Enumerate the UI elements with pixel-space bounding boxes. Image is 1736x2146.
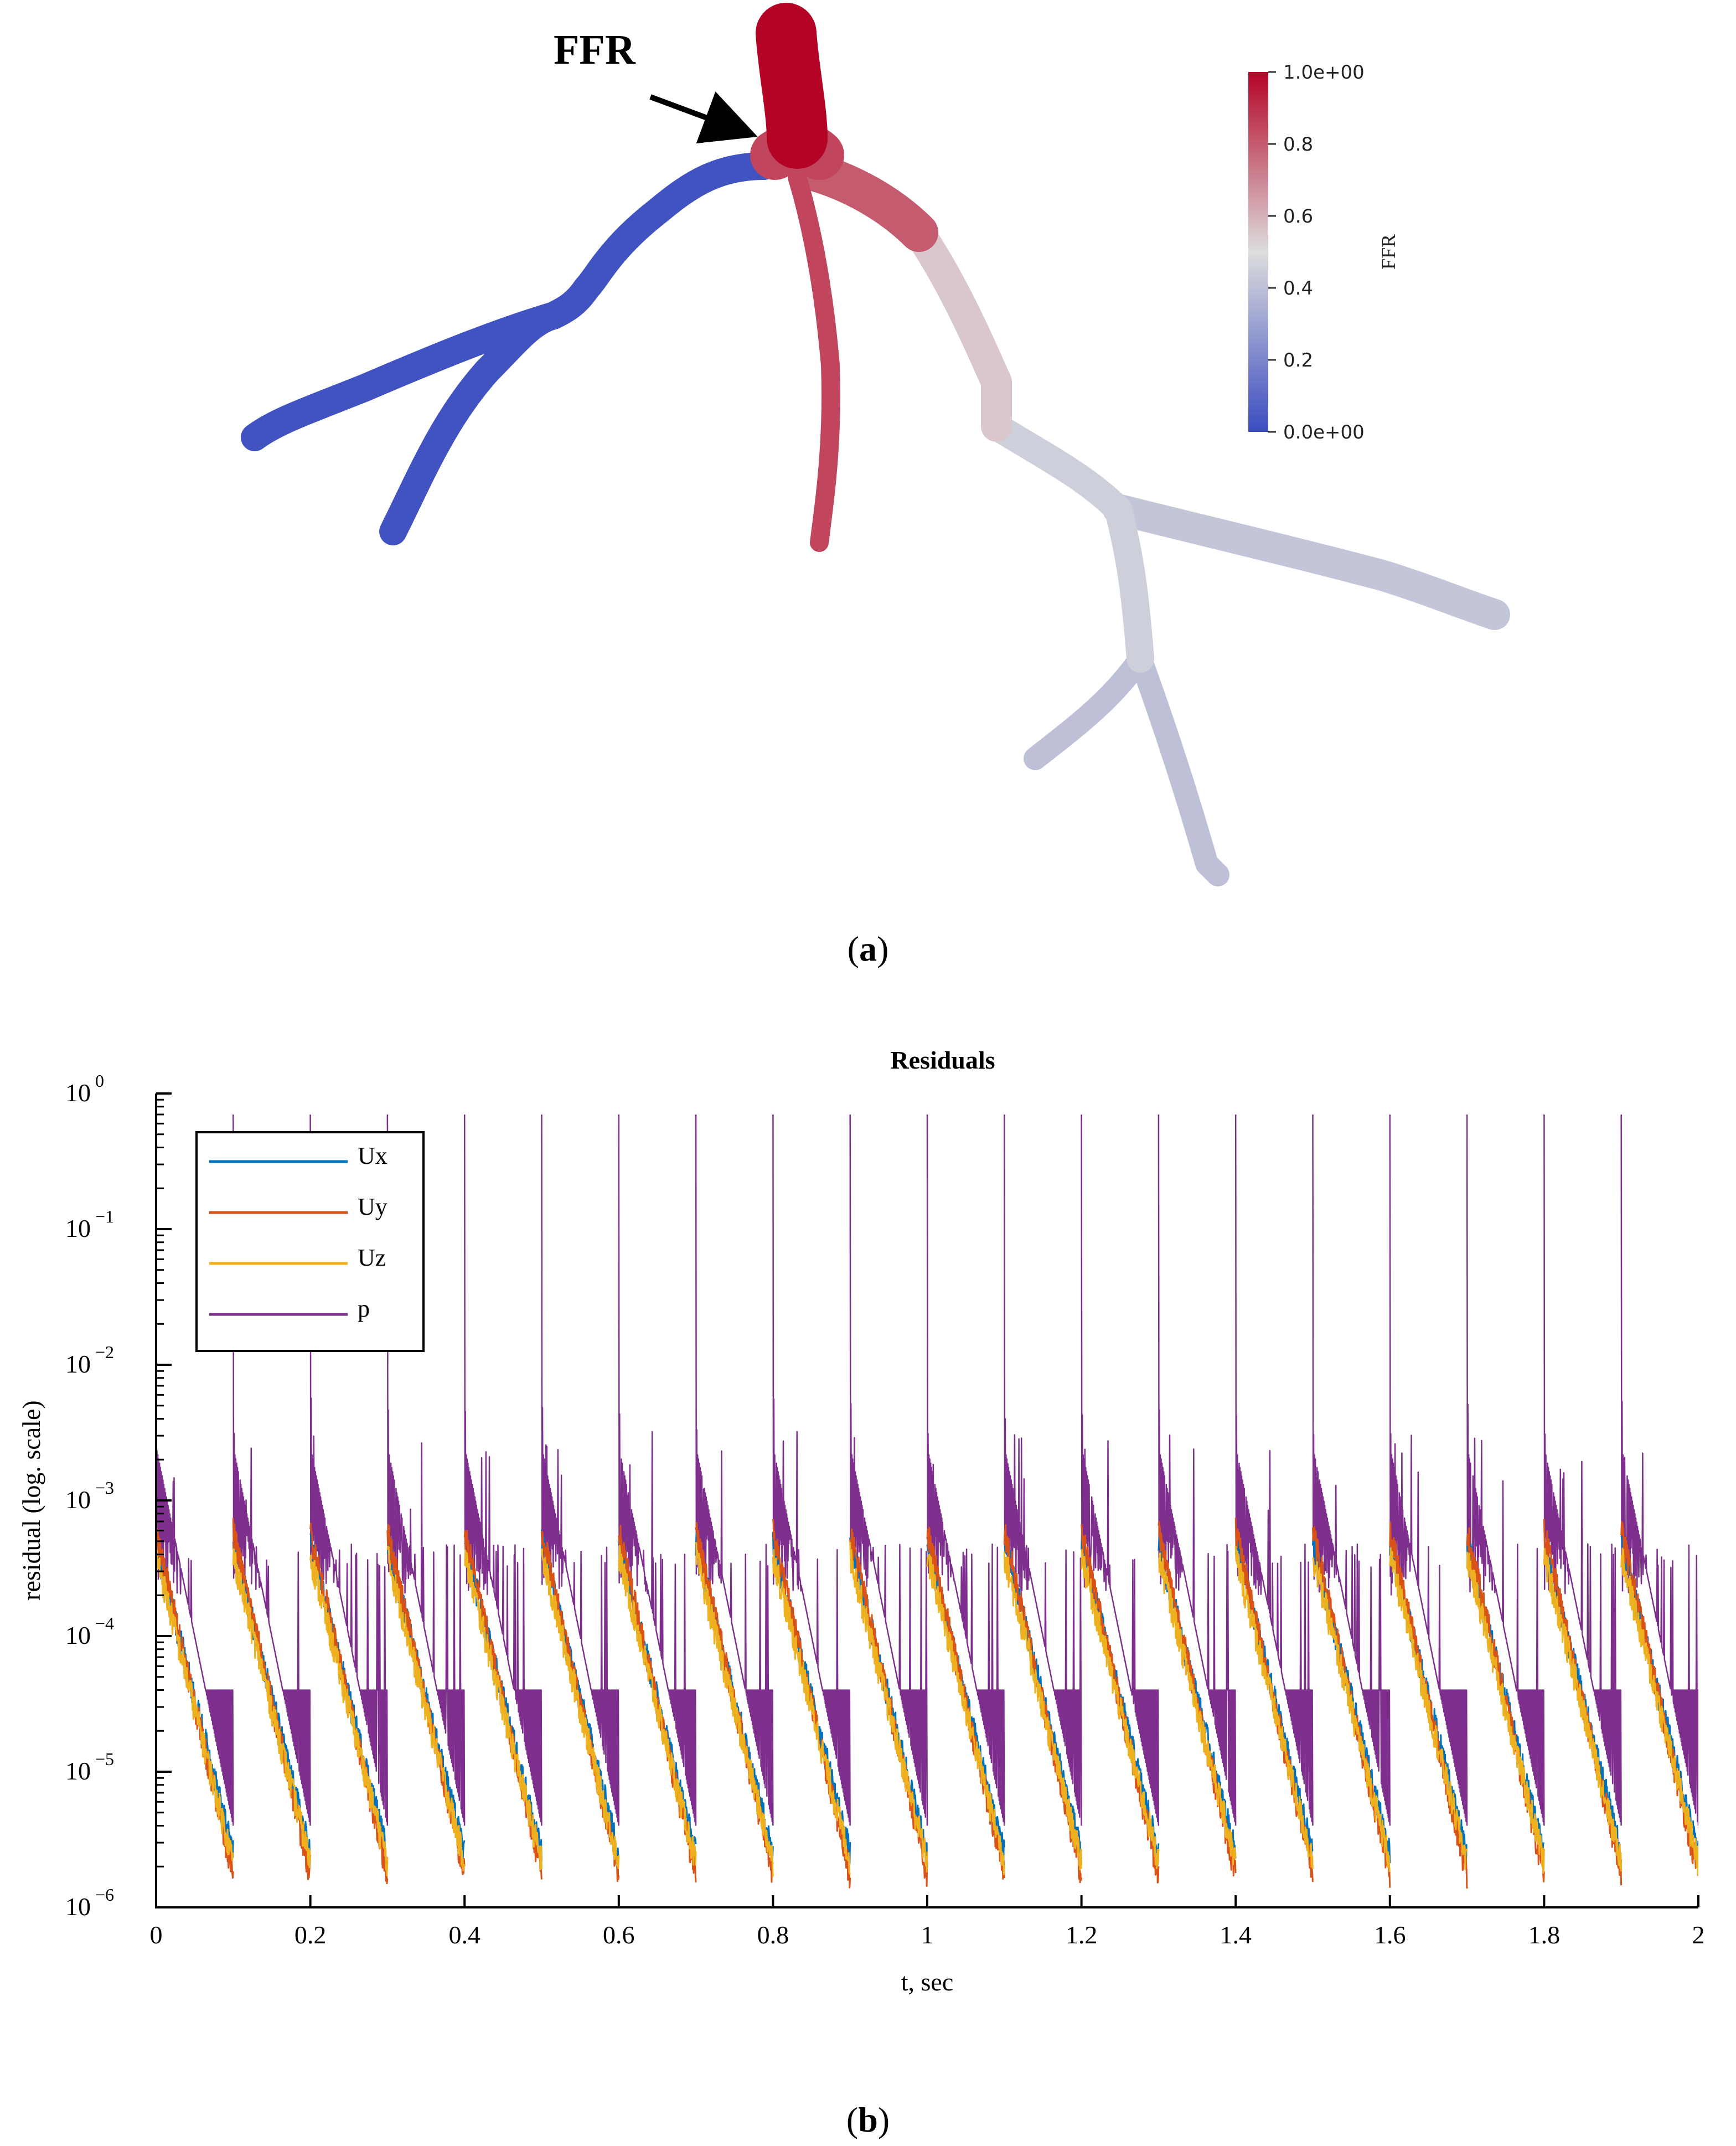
panel-b-caption-letter: b xyxy=(858,2100,878,2139)
y-tick-label: 10 0 xyxy=(65,1071,104,1107)
panel-b-residuals-chart: Residuals 0 0.2 0.4 0.6 0.8 1 1.2 1.4 1.6 1.8 2 10… xyxy=(17,1046,1705,2139)
series-line-uz xyxy=(156,1541,1698,1877)
colorbar-tick-label: 0.8 xyxy=(1283,133,1313,156)
y-axis: 10 010 −110 −210 −310 −410 −510 −6 xyxy=(65,1071,172,1921)
y-tick-exponent: −3 xyxy=(91,1478,114,1498)
series-line-p xyxy=(156,1098,1698,1826)
x-tick-label: 1 xyxy=(921,1921,934,1949)
legend-label: p xyxy=(358,1295,370,1322)
y-tick-label: 10 −2 xyxy=(65,1342,114,1378)
colorbar-gradient xyxy=(1248,72,1268,432)
y-tick-label: 10 −4 xyxy=(65,1613,114,1649)
x-axis-label: t, sec xyxy=(901,1968,954,1996)
vessel-segment xyxy=(788,168,840,552)
y-tick-exponent: −2 xyxy=(91,1342,114,1362)
x-tick-label: 0.8 xyxy=(757,1921,789,1949)
vessel-segment xyxy=(1024,647,1229,886)
colorbar-tick-label: 0.6 xyxy=(1283,205,1313,228)
vessel-segment xyxy=(756,3,828,169)
vessel-segment xyxy=(794,152,938,252)
legend-label: Uz xyxy=(358,1244,386,1271)
colorbar-tick-label: 1.0e+00 xyxy=(1283,61,1365,84)
vessel-segment xyxy=(903,217,1012,442)
series-layer xyxy=(156,1098,1698,1889)
x-tick-label: 1.8 xyxy=(1528,1921,1561,1949)
ffr-annotation-label: FFR xyxy=(554,27,636,73)
x-tick-label: 1.4 xyxy=(1220,1921,1252,1949)
x-tick-label: 0.2 xyxy=(294,1921,327,1949)
y-tick-base: 10 xyxy=(65,1350,91,1378)
y-tick-base: 10 xyxy=(65,1621,91,1649)
x-tick-label: 1.6 xyxy=(1374,1921,1406,1949)
x-tick-label: 1.2 xyxy=(1066,1921,1098,1949)
y-tick-base: 10 xyxy=(65,1892,91,1921)
vessel-segment xyxy=(1103,494,1510,630)
ffr-annotation-arrow xyxy=(649,91,758,144)
legend-box xyxy=(195,1131,425,1352)
panel-a-vessel-rendering: FFR 1.0e+00 0.8 0.6 0.4 0.2 0.0e+00 FFR (a) xyxy=(241,3,1510,968)
x-axis: 0 0.2 0.4 0.6 0.8 1 1.2 1.4 1.6 1.8 2 xyxy=(150,1895,1705,1949)
y-tick-exponent: 0 xyxy=(91,1071,104,1091)
x-tick-label: 2 xyxy=(1692,1921,1705,1949)
colorbar-tick-label: 0.4 xyxy=(1283,277,1313,300)
y-tick-label: 10 −6 xyxy=(65,1885,114,1921)
vessel-segment xyxy=(241,152,778,545)
y-tick-base: 10 xyxy=(65,1214,91,1242)
panel-b-caption: (b) xyxy=(846,2100,890,2139)
legend-label: Ux xyxy=(358,1142,388,1169)
y-tick-base: 10 xyxy=(65,1757,91,1785)
ffr-colorbar: 1.0e+00 0.8 0.6 0.4 0.2 0.0e+00 FFR xyxy=(1248,61,1399,443)
vessel-segment xyxy=(983,412,1154,673)
y-tick-exponent: −6 xyxy=(91,1885,114,1905)
y-tick-label: 10 −5 xyxy=(65,1749,114,1785)
colorbar-tick-label: 0.0e+00 xyxy=(1283,421,1365,443)
legend-label: Uy xyxy=(358,1193,388,1220)
x-tick-label: 0.4 xyxy=(448,1921,480,1949)
panel-a-caption-letter: a xyxy=(859,929,877,968)
colorbar-tick-label: 0.2 xyxy=(1283,349,1313,372)
y-tick-label: 10 −3 xyxy=(65,1478,114,1514)
y-tick-exponent: −5 xyxy=(91,1749,114,1769)
chart-legend: Ux Uy Uz p xyxy=(195,1131,425,1352)
y-tick-base: 10 xyxy=(65,1079,91,1107)
coronary-vessel-tree xyxy=(241,3,1510,886)
chart-title: Residuals xyxy=(890,1046,995,1074)
y-tick-exponent: −1 xyxy=(91,1206,114,1226)
colorbar-title: FFR xyxy=(1377,234,1399,270)
y-tick-base: 10 xyxy=(65,1485,91,1514)
x-tick-label: 0 xyxy=(150,1921,163,1949)
y-tick-label: 10 −1 xyxy=(65,1206,114,1242)
panel-a-caption: (a) xyxy=(848,929,889,968)
y-axis-label: residual (log. scale) xyxy=(17,1400,45,1600)
y-tick-exponent: −4 xyxy=(91,1613,114,1633)
x-tick-label: 0.6 xyxy=(603,1921,635,1949)
